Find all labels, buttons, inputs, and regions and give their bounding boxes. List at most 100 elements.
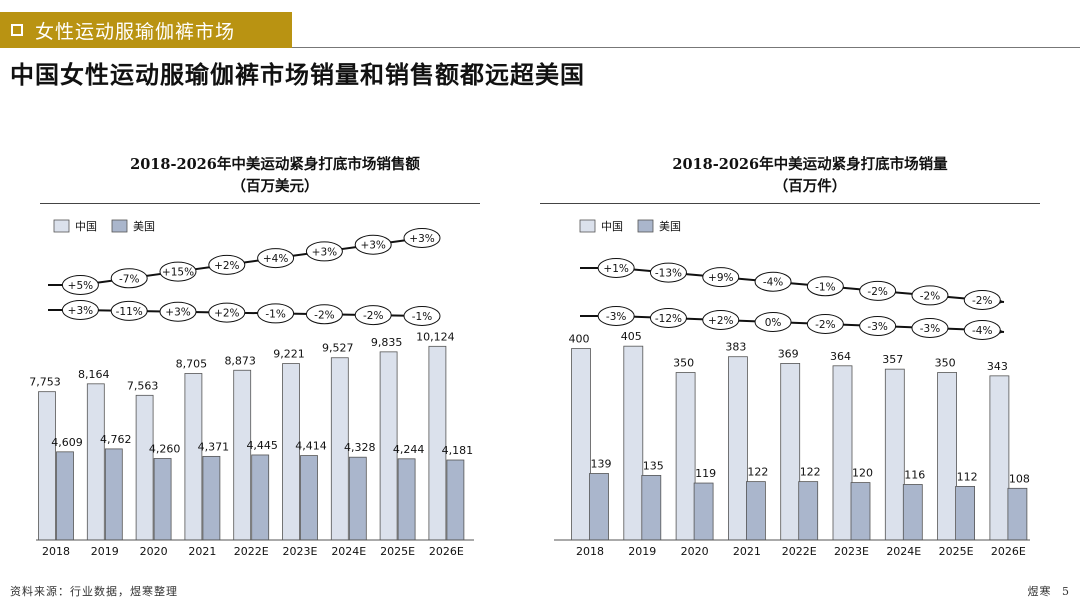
data-label-us: 135: [643, 459, 664, 472]
bar-china: [135, 394, 154, 541]
bar-china: [86, 383, 105, 541]
growth-us-oval: [305, 304, 343, 325]
data-label-us: 4,328: [344, 441, 376, 454]
x-tick-label: 2025E: [380, 545, 415, 558]
growth-us-label: -2%: [815, 319, 835, 331]
growth-china-oval: [354, 234, 392, 255]
data-label-china: 357: [882, 353, 903, 366]
page-title: 中国女性运动服瑜伽裤市场销量和销售额都远超美国: [10, 60, 585, 89]
bar-us: [1007, 487, 1028, 541]
growth-china-label: +15%: [162, 267, 194, 279]
growth-china-oval: [110, 268, 148, 289]
growth-china-label: -2%: [920, 290, 940, 302]
legend-label-us: 美国: [659, 220, 681, 233]
bar-us: [746, 481, 766, 541]
growth-china-oval: [649, 262, 687, 283]
chart-title-right-sub: （百万件）: [773, 178, 847, 195]
growth-china-label: -4%: [763, 277, 783, 289]
legend-swatch-us: [637, 219, 654, 233]
growth-china-label: +9%: [708, 272, 733, 284]
growth-china-label: -1%: [815, 281, 835, 293]
data-label-china: 9,527: [322, 342, 354, 355]
growth-us-oval: [859, 316, 897, 336]
bar-china: [675, 372, 696, 541]
data-label-us: 112: [957, 470, 978, 483]
source-note: 资料来源：行业数据，煜寒整理: [10, 585, 178, 598]
growth-us-oval: [806, 314, 844, 334]
chart-title-left-main: 2018-2026年中美运动紧身打底市场销售额: [130, 156, 420, 173]
growth-china-label: +2%: [214, 260, 239, 272]
growth-china-label: -7%: [119, 273, 139, 285]
bar-china: [233, 369, 252, 541]
growth-china-label: +3%: [409, 233, 434, 245]
growth-us-oval: [354, 305, 392, 326]
data-label-us: 116: [904, 468, 925, 481]
page-number: 5: [1062, 585, 1070, 598]
growth-us-label: -1%: [265, 308, 285, 320]
growth-us-oval: [110, 300, 148, 321]
x-tick-label: 2018: [576, 545, 604, 558]
bar-china: [937, 372, 957, 541]
data-label-us: 4,762: [100, 433, 132, 446]
x-tick-label: 2019: [628, 545, 656, 558]
chart-title-right-main: 2018-2026年中美运动紧身打底市场销量: [672, 156, 948, 173]
growth-us-label: -3%: [920, 323, 940, 335]
bar-china: [728, 356, 748, 541]
growth-china-label: +5%: [68, 280, 93, 292]
data-label-us: 4,244: [393, 443, 425, 456]
growth-china-oval: [754, 271, 792, 292]
growth-china-label: +1%: [603, 263, 628, 275]
x-tick-label: 2020: [681, 545, 709, 558]
data-label-china: 400: [569, 333, 590, 346]
growth-us-oval: [963, 320, 1001, 340]
growth-china-oval: [208, 254, 246, 275]
bar-china: [623, 345, 644, 541]
x-tick-label: 2022E: [782, 545, 817, 558]
data-label-china: 350: [935, 357, 956, 370]
growth-us-oval: [208, 302, 246, 323]
bar-china: [832, 365, 853, 541]
growth-us-label: +3%: [68, 305, 93, 317]
growth-china-oval: [305, 241, 343, 262]
growth-china-label: -13%: [655, 268, 682, 280]
growth-china-label: +4%: [263, 253, 288, 265]
growth-us-oval: [61, 300, 99, 320]
x-tick-label: 2025E: [939, 545, 974, 558]
data-label-china: 7,753: [29, 376, 61, 389]
data-label-us: 120: [852, 467, 873, 480]
data-label-china: 343: [987, 360, 1008, 373]
data-label-china: 8,705: [176, 357, 208, 370]
x-tick-label: 2022E: [234, 545, 269, 558]
growth-us-line: [580, 315, 1005, 333]
growth-us-line: [48, 309, 441, 319]
growth-us-oval: [257, 303, 295, 324]
growth-us-oval: [702, 310, 740, 330]
bar-us: [955, 485, 975, 541]
x-tick-label: 2023E: [283, 545, 318, 558]
growth-us-label: +3%: [165, 307, 190, 319]
x-tick-label: 2023E: [834, 545, 869, 558]
data-label-us: 4,371: [198, 440, 230, 453]
growth-us-label: -3%: [867, 321, 887, 333]
chart-title-left: 2018-2026年中美运动紧身打底市场销售额 （百万美元）: [40, 154, 510, 198]
growth-china-label: -2%: [972, 295, 992, 307]
data-label-us: 4,414: [295, 440, 327, 453]
data-label-china: 7,563: [127, 379, 159, 392]
bar-us: [589, 473, 609, 541]
data-label-china: 364: [830, 350, 851, 363]
growth-us-label: -11%: [116, 306, 143, 318]
data-label-us: 122: [747, 466, 768, 479]
growth-us-oval: [754, 312, 792, 332]
growth-china-label: +3%: [360, 240, 385, 252]
data-label-us: 119: [695, 467, 716, 480]
bar-us: [446, 459, 465, 541]
growth-china-oval: [61, 275, 99, 295]
data-label-china: 350: [673, 357, 694, 370]
square-icon: [11, 24, 23, 36]
bar-us: [798, 481, 819, 541]
bar-us: [202, 455, 221, 541]
growth-us-label: -2%: [314, 309, 334, 321]
growth-us-label: -12%: [655, 313, 682, 325]
growth-china-label: -2%: [867, 286, 887, 298]
